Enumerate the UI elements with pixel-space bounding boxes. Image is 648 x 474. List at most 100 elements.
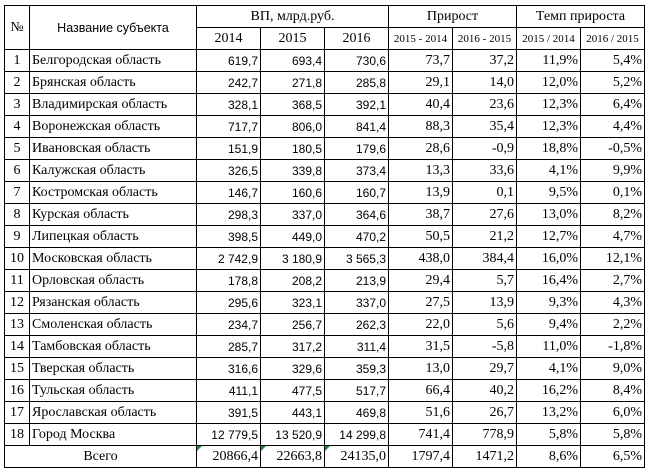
table-row: 4 Воронежская область 717,7 806,0 841,4 88,3 3… [4,115,645,138]
total-2016: 24135,0 [324,445,389,468]
row-number: 11 [4,269,30,292]
table-row: 1 Белгородская область 619,7 693,4 730,6 73,7… [4,49,645,72]
row-number: 18 [4,423,30,446]
value-2016: 311,4 [324,335,389,358]
table-row: 3 Владимирская область 328,1 368,5 392,1 40,4… [4,93,645,116]
value-2016: 179,6 [324,137,389,160]
row-number: 15 [4,357,30,380]
value-2015: 693,4 [260,49,325,72]
rate-2015-2014: 5,8% [516,423,581,446]
col-rate-2015-2014: 2015 / 2014 [516,27,581,50]
table-row: 13 Смоленская область 234,7 256,7 262,3 22,0 5… [4,313,645,336]
table-row: 8 Курская область 298,3 337,0 364,6 38,7 27,6 1… [4,203,645,226]
rate-2016-2015: 12,1% [580,247,645,270]
growth-2015-2014: 73,7 [388,49,453,72]
growth-2015-2014: 38,7 [388,203,453,226]
value-2016: 517,7 [324,379,389,402]
value-2014: 151,9 [196,137,261,160]
value-2015: 806,0 [260,115,325,138]
value-2014: 242,7 [196,71,261,94]
rate-2015-2014: 9,4% [516,313,581,336]
growth-2015-2014: 51,6 [388,401,453,424]
row-number: 16 [4,379,30,402]
value-2014: 316,6 [196,357,261,380]
growth-2016-2015: 384,4 [452,247,517,270]
value-2015: 368,5 [260,93,325,116]
row-number: 5 [4,137,30,160]
value-2014: 12 779,5 [196,423,261,446]
region-name: Тамбовская область [29,335,197,358]
region-name: Калужская область [29,159,197,182]
growth-2016-2015: 26,7 [452,401,517,424]
row-number: 8 [4,203,30,226]
value-2014: 398,5 [196,225,261,248]
rate-2016-2015: 9,0% [580,357,645,380]
value-2014: 328,1 [196,93,261,116]
rate-2015-2014: 12,3% [516,93,581,116]
region-name: Тверская область [29,357,197,380]
growth-2015-2014: 66,4 [388,379,453,402]
value-2014: 178,8 [196,269,261,292]
value-2014: 326,5 [196,159,261,182]
rate-2016-2015: 4,3% [580,291,645,314]
col-growth-2016-2015: 2016 - 2015 [452,27,517,50]
rate-2016-2015: -1,8% [580,335,645,358]
growth-2016-2015: 5,7 [452,269,517,292]
growth-2015-2014: 50,5 [388,225,453,248]
value-2015: 317,2 [260,335,325,358]
value-2014: 391,5 [196,401,261,424]
rate-2016-2015: 2,7% [580,269,645,292]
col-rate-header: Темп прироста [516,5,645,28]
col-year-2015: 2015 [260,27,325,50]
region-name: Костромская область [29,181,197,204]
total-row: Всего 20866,4 22663,8 24135,0 1797,4 147… [4,445,645,468]
rate-2015-2014: 12,3% [516,115,581,138]
rate-2016-2015: 9,9% [580,159,645,182]
rate-2015-2014: 4,1% [516,357,581,380]
table-row: 18 Город Москва 12 779,5 13 520,9 14 299,8 74… [4,423,645,446]
rate-2015-2014: 16,4% [516,269,581,292]
table-row: 15 Тверская область 316,6 329,6 359,3 13,0 29,… [4,357,645,380]
region-name: Владимирская область [29,93,197,116]
value-2016: 359,3 [324,357,389,380]
grp-table: № Название субъекта ВП, млрд.руб. Прирос… [4,5,645,468]
value-2016: 841,4 [324,115,389,138]
rate-2016-2015: 0,1% [580,181,645,204]
rate-2016-2015: 8,4% [580,379,645,402]
row-number: 12 [4,291,30,314]
row-number: 10 [4,247,30,270]
row-number: 1 [4,49,30,72]
growth-2016-2015: 5,6 [452,313,517,336]
value-2016: 470,2 [324,225,389,248]
value-2014: 234,7 [196,313,261,336]
value-2016: 160,7 [324,181,389,204]
col-number-header: № [4,5,30,50]
growth-2016-2015: 35,4 [452,115,517,138]
value-2014: 298,3 [196,203,261,226]
rate-2016-2015: 5,2% [580,71,645,94]
value-2014: 411,1 [196,379,261,402]
rate-2016-2015: 4,4% [580,115,645,138]
value-2016: 337,0 [324,291,389,314]
total-growth-1: 1797,4 [388,445,453,468]
total-rate-2: 6,5% [580,445,645,468]
row-number: 13 [4,313,30,336]
growth-2016-2015: 29,7 [452,357,517,380]
value-2016: 469,8 [324,401,389,424]
col-name-header: Название субъекта [29,5,197,50]
rate-2015-2014: 9,5% [516,181,581,204]
rate-2016-2015: 6,4% [580,93,645,116]
growth-2015-2014: 29,4 [388,269,453,292]
row-number: 3 [4,93,30,116]
value-2016: 285,8 [324,71,389,94]
row-number: 4 [4,115,30,138]
growth-2015-2014: 27,5 [388,291,453,314]
growth-2016-2015: 40,2 [452,379,517,402]
value-2014: 619,7 [196,49,261,72]
value-2015: 160,6 [260,181,325,204]
row-number: 14 [4,335,30,358]
rate-2016-2015: -0,5% [580,137,645,160]
row-number: 9 [4,225,30,248]
value-2015: 339,8 [260,159,325,182]
rate-2015-2014: 13,0% [516,203,581,226]
